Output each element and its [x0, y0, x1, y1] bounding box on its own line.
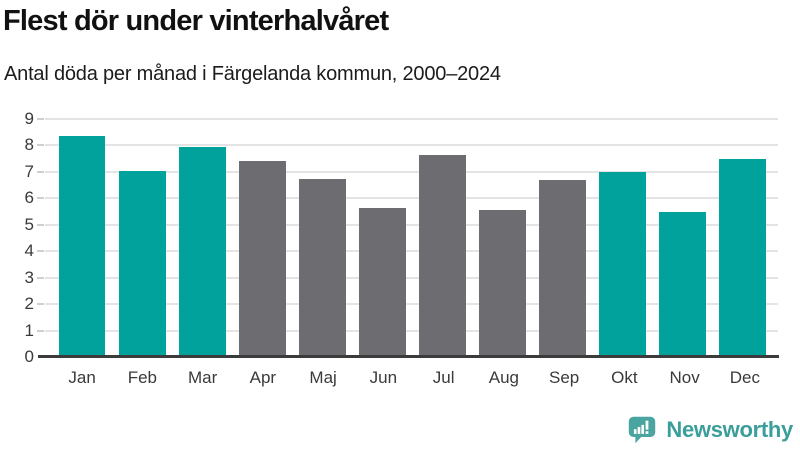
bar-cell [473, 119, 533, 357]
y-tick [37, 118, 44, 120]
x-axis-labels: Jan Feb Mar Apr Maj Jun Jul Aug Sep Okt Nov Dec [52, 368, 775, 388]
bar-cell [713, 119, 773, 357]
bar-cell [52, 119, 112, 357]
x-axis-label-apr: Apr [249, 368, 277, 387]
y-axis-label: 4 [24, 241, 34, 261]
gridline [45, 303, 778, 306]
y-axis-labels: 0 1 2 3 4 5 6 7 8 9 [0, 109, 34, 366]
y-axis-label: 0 [24, 347, 34, 366]
gridline [45, 197, 778, 200]
bar-cell [172, 119, 232, 357]
bar-jun [359, 207, 406, 357]
y-axis-label: 3 [24, 267, 34, 287]
bars [52, 119, 773, 357]
bar-cell [653, 119, 713, 357]
x-axis-label-jan: Jan [68, 368, 96, 387]
bar-maj [298, 178, 346, 357]
bar-cell [112, 119, 172, 357]
x-axis-label-feb: Feb [127, 368, 158, 387]
newsworthy-logo-icon [629, 416, 656, 444]
gridline [45, 329, 778, 332]
x-axis-label-maj: Maj [309, 368, 337, 387]
y-axis-label: 2 [24, 294, 34, 314]
x-axis-line [38, 355, 779, 358]
x-axis-label-dec: Dec [729, 368, 760, 387]
y-axis-ticks [37, 118, 44, 357]
y-axis-label: 7 [24, 161, 34, 181]
bar-cell [232, 119, 292, 357]
y-axis-label: 8 [24, 135, 34, 155]
plot-area [45, 118, 778, 357]
newsworthy-logo-text: Newsworthy [666, 417, 793, 442]
bar-feb [118, 170, 166, 357]
gridline [45, 118, 778, 120]
bar-mar [178, 146, 226, 357]
bar-aug [479, 210, 527, 357]
y-tick [37, 329, 44, 332]
x-axis-label-sep: Sep [549, 368, 580, 387]
x-axis-label-jun: Jun [369, 368, 398, 387]
y-tick [37, 303, 44, 306]
gridlines [45, 118, 778, 357]
y-tick [37, 250, 44, 253]
gridline [45, 250, 778, 253]
x-axis-label-jul: Jul [432, 368, 455, 387]
bar-okt [599, 171, 647, 357]
y-tick [37, 223, 44, 226]
y-tick [37, 197, 44, 200]
y-axis-label: 9 [24, 109, 34, 128]
bar-sep [539, 179, 587, 357]
bar-cell [412, 119, 472, 357]
chart-title: Flest dör under vinterhalvåret [3, 5, 389, 37]
y-axis-label: 6 [24, 188, 34, 208]
y-axis-label: 5 [24, 214, 34, 234]
x-axis-label-okt: Okt [611, 368, 638, 387]
x-axis-label-nov: Nov [669, 368, 700, 387]
bar-cell [593, 119, 653, 357]
bar-dec [719, 158, 767, 357]
bar-apr [238, 161, 286, 357]
gridline [45, 276, 778, 279]
gridline [45, 170, 778, 173]
x-axis-label-mar: Mar [187, 368, 218, 387]
bar-cell [533, 119, 593, 357]
y-tick [37, 276, 44, 279]
bar-cell [292, 119, 352, 357]
gridline [45, 223, 778, 226]
y-axis-label: 1 [24, 320, 34, 340]
bar-nov [659, 211, 707, 357]
y-tick [37, 144, 44, 147]
gridline [45, 144, 778, 147]
bar-jan [58, 136, 106, 357]
y-tick [37, 170, 44, 173]
x-axis-label-aug: Aug [488, 368, 519, 387]
chart-subtitle: Antal döda per månad i Färgelanda kommun… [4, 63, 501, 85]
bar-cell [352, 119, 412, 357]
newsworthy-logo: Newsworthy [628, 416, 793, 444]
bar-jul [419, 154, 466, 357]
